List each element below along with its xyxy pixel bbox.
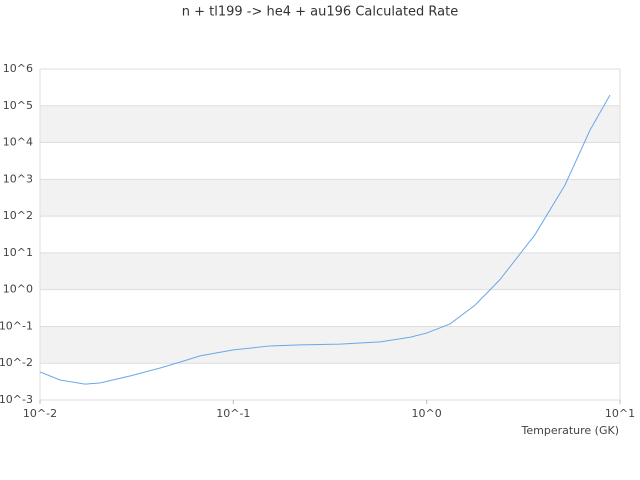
x-tick-label: 10^-1 [216,407,250,420]
y-tick-label: 10^6 [3,62,33,75]
x-tick-label: 10^-2 [23,407,57,420]
grid-band [40,326,620,364]
grid-band [40,252,620,290]
y-tick-label: 10^5 [3,99,33,112]
y-tick-label: 10^3 [3,172,33,185]
grid-band [40,179,620,217]
y-tick-label: 10^2 [3,209,33,222]
y-tick-label: 10^1 [3,246,33,259]
y-tick-label: 10^0 [3,283,33,296]
y-tick-label: 10^-2 [0,356,33,369]
x-tick-label: 10^1 [605,407,635,420]
chart-title: n + tl199 -> he4 + au196 Calculated Rate [182,5,459,20]
y-tick-label: 10^4 [3,136,33,149]
data-line [39,94,611,385]
y-tick-label: 10^-1 [0,319,33,332]
x-tick-label: 10^0 [412,407,442,420]
grid-band [40,105,620,143]
x-axis-label: Temperature (GK) [521,424,620,437]
y-tick-label: 10^-3 [0,393,33,406]
